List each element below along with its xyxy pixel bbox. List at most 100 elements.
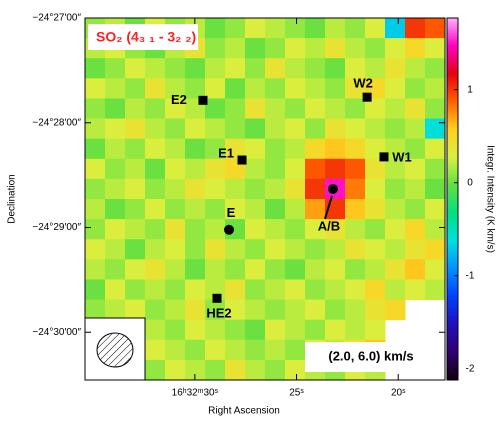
map-cell (185, 359, 206, 381)
map-cell (305, 279, 326, 301)
source-label: HE2 (206, 306, 231, 321)
map-cell (305, 78, 326, 99)
map-cell (305, 219, 326, 240)
map-cell (85, 178, 106, 200)
map-cell (325, 239, 346, 260)
map-cell (205, 239, 226, 260)
x-tick-label: 20ˢ (391, 388, 406, 399)
map-cell (345, 118, 366, 140)
map-cell (425, 118, 446, 140)
map-cell (165, 239, 186, 260)
map-cell (225, 359, 246, 381)
map-cell (365, 38, 386, 59)
map-cell (245, 339, 266, 361)
map-cell (225, 199, 246, 220)
map-cell (185, 118, 206, 140)
map-cell (205, 259, 226, 280)
map-cell (385, 118, 406, 140)
colorbar (446, 17, 459, 381)
map-cell (205, 339, 226, 361)
map-cell (425, 259, 446, 280)
source-marker (327, 183, 338, 194)
map-cell (245, 299, 266, 321)
map-cell (165, 299, 186, 321)
map-cell (185, 138, 206, 160)
map-cell (285, 219, 306, 240)
map-cell (265, 299, 286, 321)
map-cell (225, 259, 246, 280)
map-cell (125, 158, 146, 180)
map-cell (125, 78, 146, 99)
map-cell (305, 239, 326, 260)
map-cell (245, 18, 266, 39)
map-cell (305, 319, 326, 341)
map-cell (105, 118, 126, 140)
map-cell (85, 219, 106, 240)
map-cell (205, 299, 226, 321)
map-cell (345, 18, 366, 39)
map-cell (425, 78, 446, 99)
map-cell (125, 259, 146, 280)
map-cell (385, 38, 406, 59)
map-cell (145, 219, 166, 240)
map-cell (225, 98, 246, 120)
map-cell (205, 199, 226, 220)
map-cell (325, 279, 346, 301)
map-cell (305, 58, 326, 79)
map-cell (385, 18, 406, 39)
map-cell (145, 178, 166, 200)
map-cell (85, 158, 106, 180)
map-cell (325, 78, 346, 99)
map-cell (285, 239, 306, 260)
map-cell (305, 138, 326, 160)
y-tick-label: −24°30′00″ (32, 327, 81, 338)
map-cell (305, 178, 326, 200)
map-cell (325, 219, 346, 240)
map-cell (405, 138, 426, 160)
map-cell (365, 178, 386, 200)
map-cell (385, 158, 406, 180)
map-cell (385, 279, 406, 301)
map-cell (285, 58, 306, 79)
map-cell (245, 259, 266, 280)
map-cell (105, 138, 126, 160)
map-cell (85, 199, 106, 220)
map-cell (145, 98, 166, 120)
map-cell (245, 58, 266, 79)
map-cell (285, 98, 306, 120)
overlays: SO₂ (4₃ ₁ - 3₂ ₂) (2.0, 6.0) km/s Right … (7, 13, 496, 417)
map-cell (145, 279, 166, 301)
map-cell (185, 78, 206, 99)
map-cell (205, 18, 226, 39)
map-cell (285, 138, 306, 160)
map-cell (385, 239, 406, 260)
map-cell (145, 58, 166, 79)
map-cell (365, 299, 386, 321)
map-cell (105, 58, 126, 79)
map-cell (345, 219, 366, 240)
map-cell (385, 138, 406, 160)
map-cell (325, 259, 346, 280)
map-cell (125, 58, 146, 79)
map-cell (185, 158, 206, 180)
map-cell (245, 219, 266, 240)
map-cell (165, 138, 186, 160)
map-cell (405, 118, 426, 140)
x-axis-label: Right Ascension (208, 406, 280, 417)
map-cell (205, 118, 226, 140)
map-cell (285, 359, 306, 381)
map-cell (405, 38, 426, 59)
map-cell (265, 359, 286, 381)
map-cell (145, 359, 166, 381)
map-cell (365, 58, 386, 79)
map-cell (405, 239, 426, 260)
map-cell (345, 38, 366, 59)
map-cell (305, 259, 326, 280)
map-cell (145, 299, 166, 321)
map-cell (165, 158, 186, 180)
map-cell (245, 359, 266, 381)
map-cells (85, 18, 446, 381)
map-cell (325, 98, 346, 120)
map-cell (125, 239, 146, 260)
y-tick-label: −24°27′00″ (32, 13, 81, 24)
